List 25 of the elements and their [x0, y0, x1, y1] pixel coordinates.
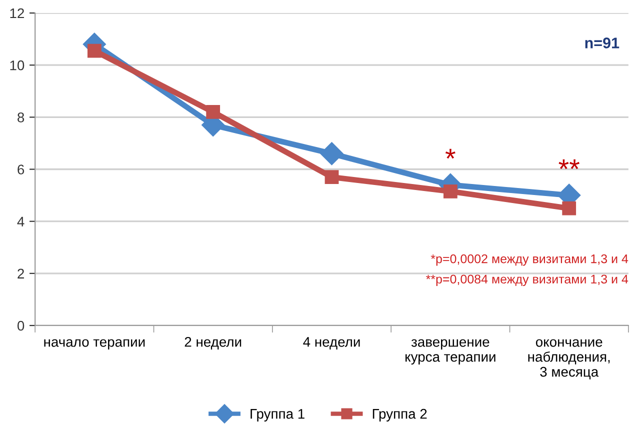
y-tick-label: 8 [18, 112, 24, 122]
x-tick-label: окончание наблюдения, 3 месяца [528, 339, 610, 380]
y-tick-label: 2 [18, 268, 24, 278]
point [206, 105, 220, 119]
y-tick-label: 10 [10, 60, 24, 70]
x-tick-label: завершение курса терапии [406, 339, 496, 365]
annotation: *p=0,0002 между визитами 1,3 и 4 [430, 254, 628, 266]
annotation: **p=0,0084 между визитами 1,3 и 4 [426, 274, 628, 286]
legend-label: Группа 1 [250, 409, 304, 422]
x-tick-label: 4 недели [303, 337, 360, 350]
y-tick-label: 12 [10, 8, 24, 18]
point [324, 170, 339, 184]
point [87, 44, 102, 58]
y-tick-label: 6 [18, 164, 24, 174]
point [443, 184, 458, 198]
x-tick-label: начало терапии [44, 339, 145, 350]
point [562, 201, 576, 216]
x-tick-label: 2 недели [184, 336, 242, 350]
y-tick-label: 0 [17, 320, 24, 331]
annotation: * [445, 148, 456, 159]
y-tick-label: 4 [17, 216, 24, 226]
point [320, 142, 344, 166]
annotation: n=91 [585, 38, 620, 48]
legend-label: Группа 2 [372, 408, 427, 422]
annotation: ** [558, 159, 580, 170]
